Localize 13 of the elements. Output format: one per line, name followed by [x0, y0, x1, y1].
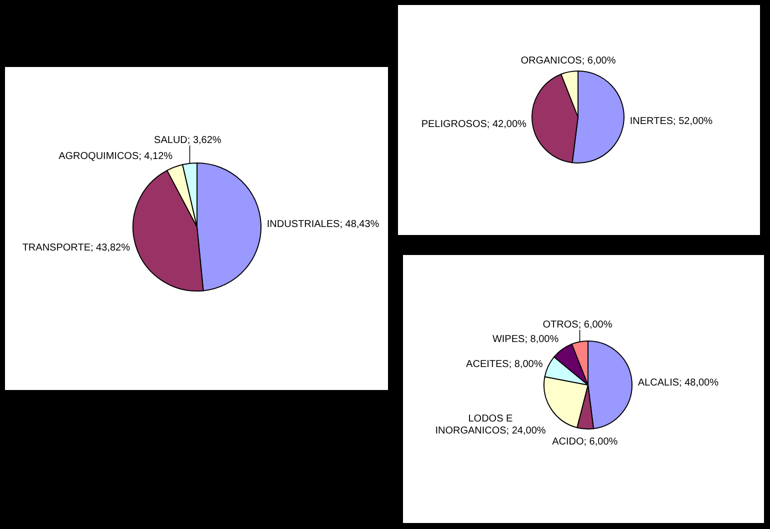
- slice-label: OTROS; 6,00%: [542, 319, 612, 330]
- slice-label: LODOS E INORGANICOS; 24,00%: [435, 413, 546, 436]
- slice-label: PELIGROSOS; 42,00%: [421, 119, 527, 130]
- slice-label: ACEITES; 8,00%: [466, 359, 543, 370]
- slice-label: WIPES; 8,00%: [492, 334, 559, 346]
- slice-label: ALCALIS; 48,00%: [638, 377, 719, 388]
- slice-label: ACIDO; 6,00%: [552, 436, 618, 448]
- slice-label: TRANSPORTE; 43,82%: [22, 242, 130, 254]
- slice-label: INERTES; 52,00%: [630, 116, 713, 127]
- slice-label: SALUD; 3,62%: [154, 135, 222, 146]
- slice-label: ORGANICOS; 6,00%: [520, 55, 616, 66]
- slice-label: INDUSTRIALES; 48,43%: [266, 219, 380, 230]
- slice-label: AGROQUIMICOS; 4,12%: [58, 150, 173, 162]
